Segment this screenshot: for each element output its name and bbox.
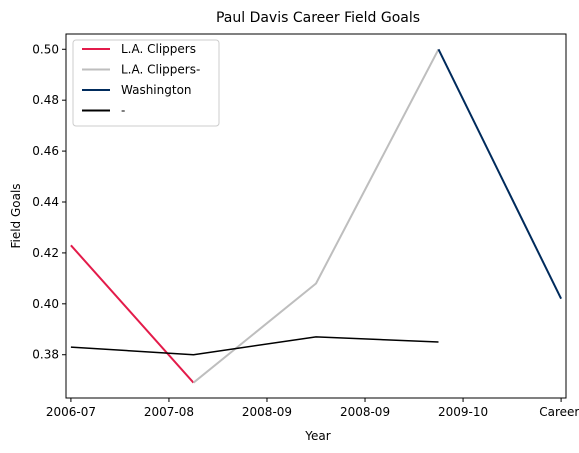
x-tick-label: 2008-09	[242, 405, 292, 419]
legend: L.A. Clippers L.A. Clippers- Washington -	[72, 39, 220, 127]
y-tick-label: 0.48	[32, 93, 59, 107]
chart-title: Paul Davis Career Field Goals	[216, 10, 420, 26]
plot-area	[70, 48, 562, 384]
plot-frame	[65, 33, 567, 399]
x-tick-label: 2009-10	[438, 405, 488, 419]
legend-label: L.A. Clippers-	[121, 63, 200, 77]
y-tick-label: 0.44	[32, 195, 59, 209]
legend-label: -	[121, 104, 125, 118]
y-axis: 0.38 0.40 0.42 0.44 0.46 0.48 0.50	[32, 42, 66, 362]
y-tick-label: 0.50	[32, 42, 59, 56]
x-tick-label: 2007-08	[144, 405, 194, 419]
x-axis-label: Year	[304, 429, 330, 443]
y-tick-label: 0.46	[32, 144, 59, 158]
x-tick-label: Career-	[539, 405, 579, 419]
series-line-2	[437, 48, 562, 300]
y-tick-label: 0.38	[32, 348, 59, 362]
legend-box	[72, 39, 220, 127]
legend-label: L.A. Clippers	[121, 42, 196, 56]
y-tick-label: 0.40	[32, 297, 59, 311]
series-line-0	[70, 244, 195, 384]
series-line-1	[192, 48, 440, 384]
x-tick-label: 2006-07	[46, 405, 96, 419]
series-line-3	[70, 336, 439, 356]
x-axis: 2006-07 2007-08 2008-09 2008-09 2009-10 Caree…	[46, 398, 579, 419]
legend-label: Washington	[121, 83, 192, 97]
y-tick-label: 0.42	[32, 246, 59, 260]
y-axis-label: Field Goals	[9, 183, 23, 248]
x-tick-label: 2008-09	[340, 405, 390, 419]
